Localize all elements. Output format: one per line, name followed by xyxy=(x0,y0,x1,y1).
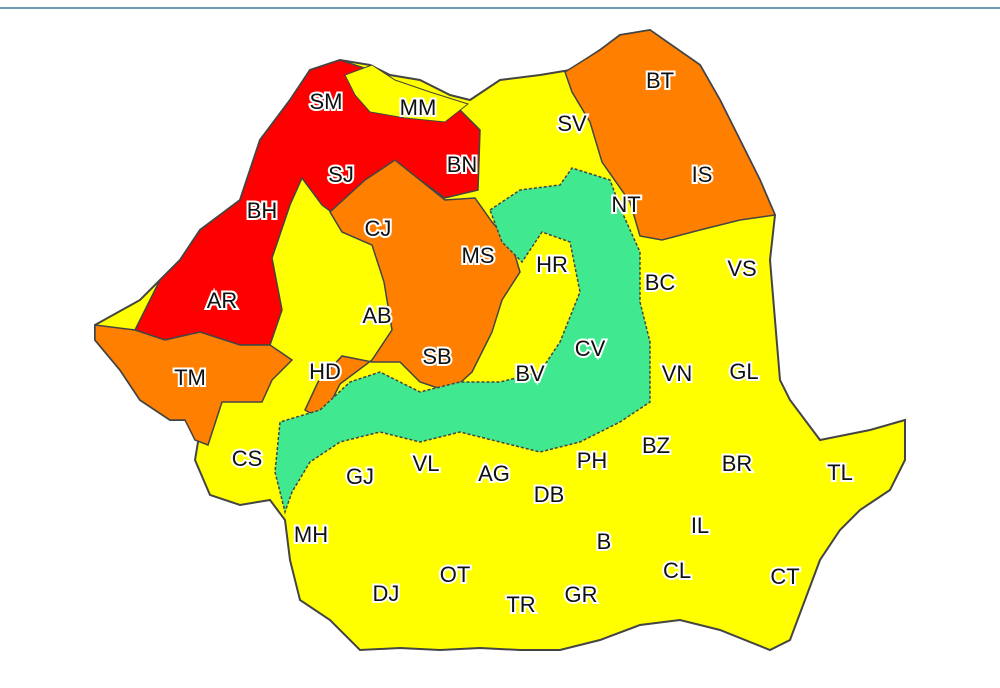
county-label-bc: BC xyxy=(645,270,676,295)
green-warning-area xyxy=(274,167,651,515)
county-label-dj: DJ xyxy=(373,581,400,606)
county-label-is: IS xyxy=(692,162,713,187)
county-label-bt: BT xyxy=(646,68,674,93)
county-label-hd: HD xyxy=(309,359,341,384)
orange-warning-area-center xyxy=(304,159,521,422)
county-label-nt: NT xyxy=(611,192,640,217)
county-label-cv: CV xyxy=(575,336,606,361)
county-label-br: BR xyxy=(722,451,753,476)
county-label-ab: AB xyxy=(362,303,391,328)
county-label-mh: MH xyxy=(294,522,328,547)
county-label-gr: GR xyxy=(565,582,598,607)
county-label-vn: VN xyxy=(662,361,693,386)
county-label-mm: MM xyxy=(400,95,437,120)
county-label-cj: CJ xyxy=(365,216,392,241)
county-label-tr: TR xyxy=(506,592,535,617)
orange-warning-area-northeast xyxy=(564,29,777,241)
county-label-sm: SM xyxy=(310,89,343,114)
county-label-cs: CS xyxy=(232,446,263,471)
county-label-b: B xyxy=(597,529,612,554)
county-label-ag: AG xyxy=(478,461,510,486)
county-label-tm: TM xyxy=(174,365,206,390)
county-label-bn: BN xyxy=(447,152,478,177)
county-label-cl: CL xyxy=(663,558,691,583)
county-label-ot: OT xyxy=(440,562,471,587)
county-label-bz: BZ xyxy=(642,433,670,458)
county-label-vl: VL xyxy=(413,451,440,476)
county-label-ar: AR xyxy=(207,288,238,313)
county-label-sb: SB xyxy=(422,344,451,369)
county-label-sj: SJ xyxy=(328,162,354,187)
county-label-ct: CT xyxy=(770,564,799,589)
county-label-il: IL xyxy=(691,513,709,538)
orange-warning-area-west xyxy=(94,324,294,446)
county-label-sv: SV xyxy=(557,111,587,136)
county-label-gj: GJ xyxy=(346,464,374,489)
county-label-gl: GL xyxy=(729,359,758,384)
county-label-db: DB xyxy=(534,482,565,507)
county-label-vs: VS xyxy=(727,256,756,281)
red-warning-area xyxy=(133,59,481,346)
county-label-tl: TL xyxy=(827,460,853,485)
maramures-yellow-patch xyxy=(344,64,470,123)
header-divider xyxy=(0,7,1000,9)
county-label-hr: HR xyxy=(536,252,568,277)
county-label-bv: BV xyxy=(515,361,545,386)
county-label-bh: BH xyxy=(247,198,278,223)
county-label-ms: MS xyxy=(462,243,495,268)
county-label-ph: PH xyxy=(577,448,608,473)
